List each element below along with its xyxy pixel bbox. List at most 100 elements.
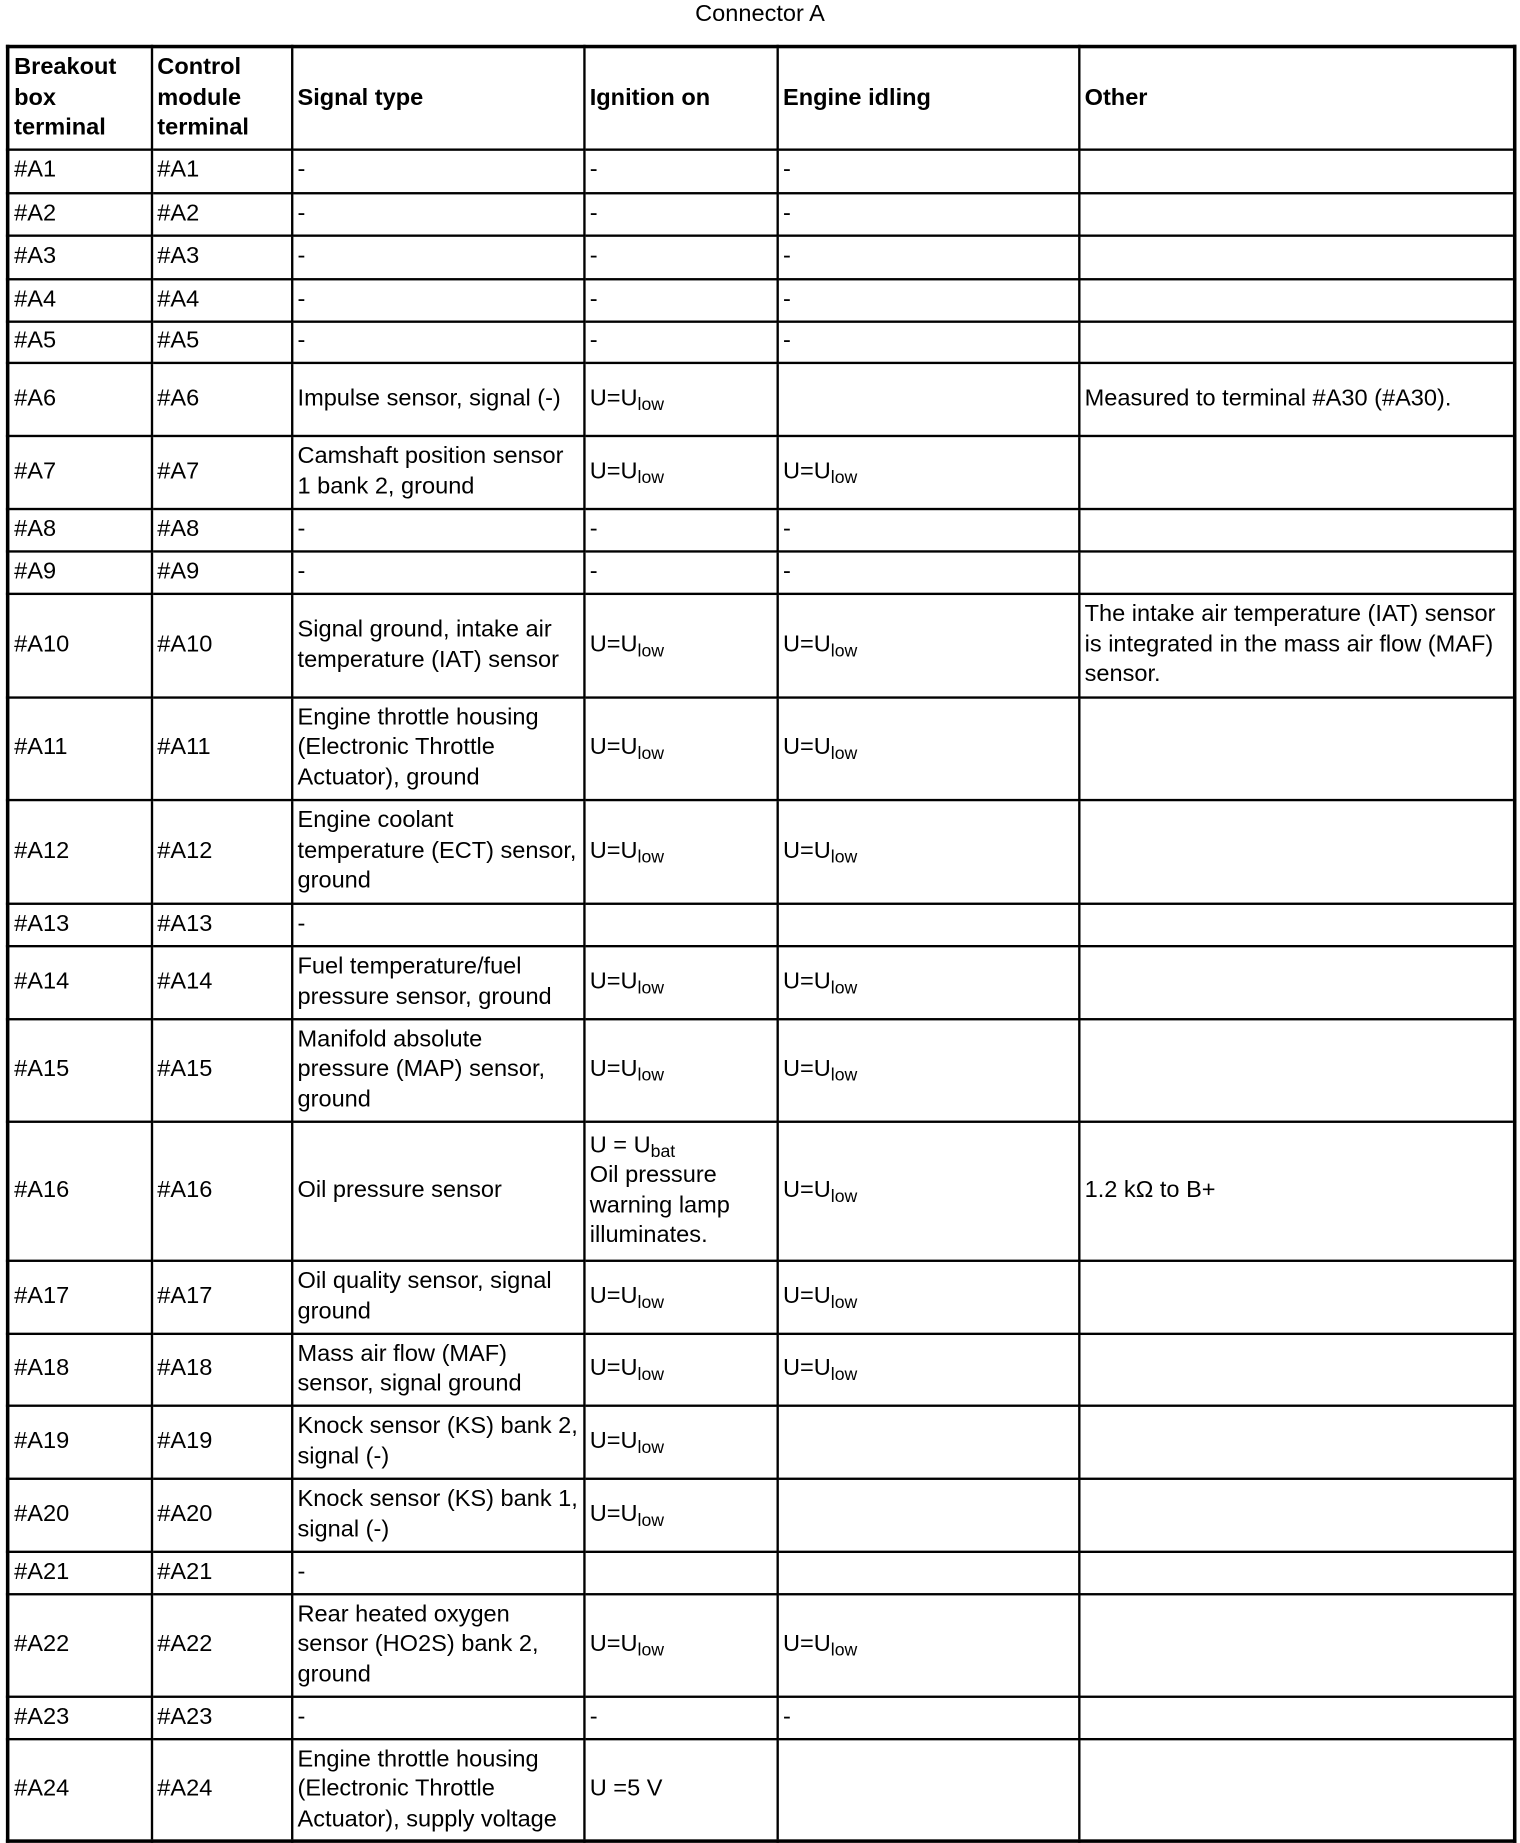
table-row: #A9 #A9- - - [6, 549, 1516, 595]
signal-type-cell: - [290, 191, 586, 237]
value-text: U=U [782, 1056, 831, 1082]
ignition-on-cell: U=Ulow [582, 1403, 779, 1480]
other-cell [1077, 191, 1516, 237]
value-text: U=U [589, 1631, 638, 1657]
breakout-box-terminal-cell: #A5 [6, 319, 153, 364]
value-text: - [589, 286, 598, 312]
control-module-terminal-cell: #A22 [150, 1592, 293, 1698]
value-text: - [782, 286, 791, 312]
control-module-terminal-cell: #A10 [150, 592, 293, 699]
breakout-box-terminal-cell: #A6 [6, 361, 153, 437]
signal-type-cell: - [290, 233, 586, 280]
other-cell [1077, 434, 1516, 510]
signal-type-cell: - [290, 1694, 586, 1740]
other-cell [1077, 319, 1516, 364]
ignition-on-cell: - [582, 191, 779, 237]
ignition-on-cell: U=Ulow [582, 1017, 779, 1123]
engine-idling-cell [775, 361, 1080, 437]
signal-type-cell: - [290, 549, 586, 595]
value-line: U =5 V [590, 1775, 771, 1805]
other-cell [1077, 147, 1516, 194]
value-line: - [590, 285, 771, 315]
control-module-terminal-cell: #A6 [150, 361, 293, 437]
value-line: U=Ulow [783, 1055, 1073, 1085]
breakout-box-terminal-cell: #A1 [6, 147, 153, 194]
table-row: #A20 #A20 Knock sensor (KS) bank 1, signal… [6, 1476, 1516, 1553]
breakout-box-terminal-cell: #A23 [6, 1694, 153, 1740]
control-module-terminal-cell: #A7 [150, 434, 293, 510]
breakout-box-terminal-cell: #A3 [6, 233, 153, 280]
breakout-box-terminal-cell: #A19 [6, 1403, 153, 1480]
value-text: U=U [782, 734, 831, 761]
control-module-terminal-cell: #A16 [150, 1119, 293, 1262]
value-line: U = Ubat [590, 1131, 771, 1161]
other-cell [1077, 1259, 1516, 1335]
value-text: U=U [589, 385, 638, 411]
table-row: #A11 #A11 Engine throttle housing (Electro… [6, 695, 1516, 801]
table-row: #A4 #A4- - - [6, 277, 1516, 323]
value-text: - [589, 200, 598, 226]
value-line: - [590, 557, 771, 587]
breakout-box-terminal-cell: #A8 [6, 507, 153, 553]
other-cell [1077, 695, 1516, 801]
engine-idling-cell [775, 1403, 1080, 1480]
value-subscript: low [637, 1640, 665, 1661]
value-subscript: low [637, 467, 665, 488]
breakout-box-terminal-cell: #A17 [6, 1259, 153, 1335]
signal-type-cell: - [290, 319, 586, 364]
control-module-terminal-cell: #A17 [150, 1259, 293, 1335]
ignition-on-cell: - [582, 507, 779, 553]
value-line: U=Ulow [590, 1354, 771, 1384]
engine-idling-cell: U=Ulow [775, 798, 1080, 905]
connector-a-table: Breakout box terminal Control module ter… [5, 44, 1517, 1843]
value-text: - [782, 1703, 791, 1730]
value-line: - [783, 285, 1073, 315]
table-row: #A1 #A1- - - [6, 147, 1516, 194]
engine-idling-cell: U=Ulow [775, 434, 1080, 510]
value-line: U=Ulow [783, 630, 1073, 660]
value-subscript: low [637, 394, 665, 415]
value-text: - [589, 327, 598, 354]
value-line: U=Ulow [590, 1055, 771, 1085]
header-engine-idling: Engine idling [775, 45, 1080, 151]
signal-type-cell: Fuel temperature/fuel pressure sensor, g… [290, 944, 586, 1020]
signal-type-cell: Impulse sensor, signal (-) [290, 361, 586, 437]
table-row: #A2 #A2- - - [6, 191, 1516, 237]
value-line: U=Ulow [783, 457, 1073, 487]
value-subscript: low [637, 1437, 665, 1458]
ignition-on-cell: U=Ulow [582, 1476, 779, 1553]
ignition-on-cell: U=Ulow [582, 1332, 779, 1407]
value-line: - [783, 199, 1073, 229]
ignition-on-cell: - [582, 147, 779, 194]
other-cell [1077, 798, 1516, 905]
value-line: U=Ulow [590, 384, 771, 414]
breakout-box-terminal-cell: #A15 [6, 1017, 153, 1123]
other-cell [1077, 1332, 1516, 1407]
value-text: U=U [589, 1355, 638, 1382]
other-cell [1077, 507, 1516, 553]
breakout-box-terminal-cell: #A14 [6, 944, 153, 1020]
ignition-on-cell: U=Ulow [582, 1259, 779, 1335]
breakout-box-terminal-cell: #A9 [6, 549, 153, 595]
value-line: U=Ulow [590, 733, 771, 763]
control-module-terminal-cell: #A20 [150, 1476, 293, 1553]
engine-idling-cell: - [775, 319, 1080, 364]
breakout-box-terminal-cell: #A12 [6, 798, 153, 905]
signal-type-cell: - [290, 1550, 586, 1595]
value-line: - [783, 156, 1073, 186]
value-line: - [783, 242, 1073, 272]
table-title: Connector A [0, 1, 1520, 28]
value-text: - [782, 157, 791, 183]
other-cell [1077, 1017, 1516, 1123]
table-row: #A8 #A8- - - [6, 507, 1516, 553]
value-line: - [590, 515, 771, 545]
other-cell [1077, 1476, 1516, 1553]
value-text: U=U [782, 968, 831, 995]
other-cell [1077, 1403, 1516, 1480]
value-text: - [589, 515, 598, 542]
table-row: #A24 #A24 Engine throttle housing (Electro… [6, 1737, 1516, 1843]
value-text: U=U [782, 631, 831, 658]
engine-idling-cell: - [775, 1694, 1080, 1740]
value-text: U=U [589, 1282, 638, 1309]
value-line: U=Ulow [590, 457, 771, 487]
